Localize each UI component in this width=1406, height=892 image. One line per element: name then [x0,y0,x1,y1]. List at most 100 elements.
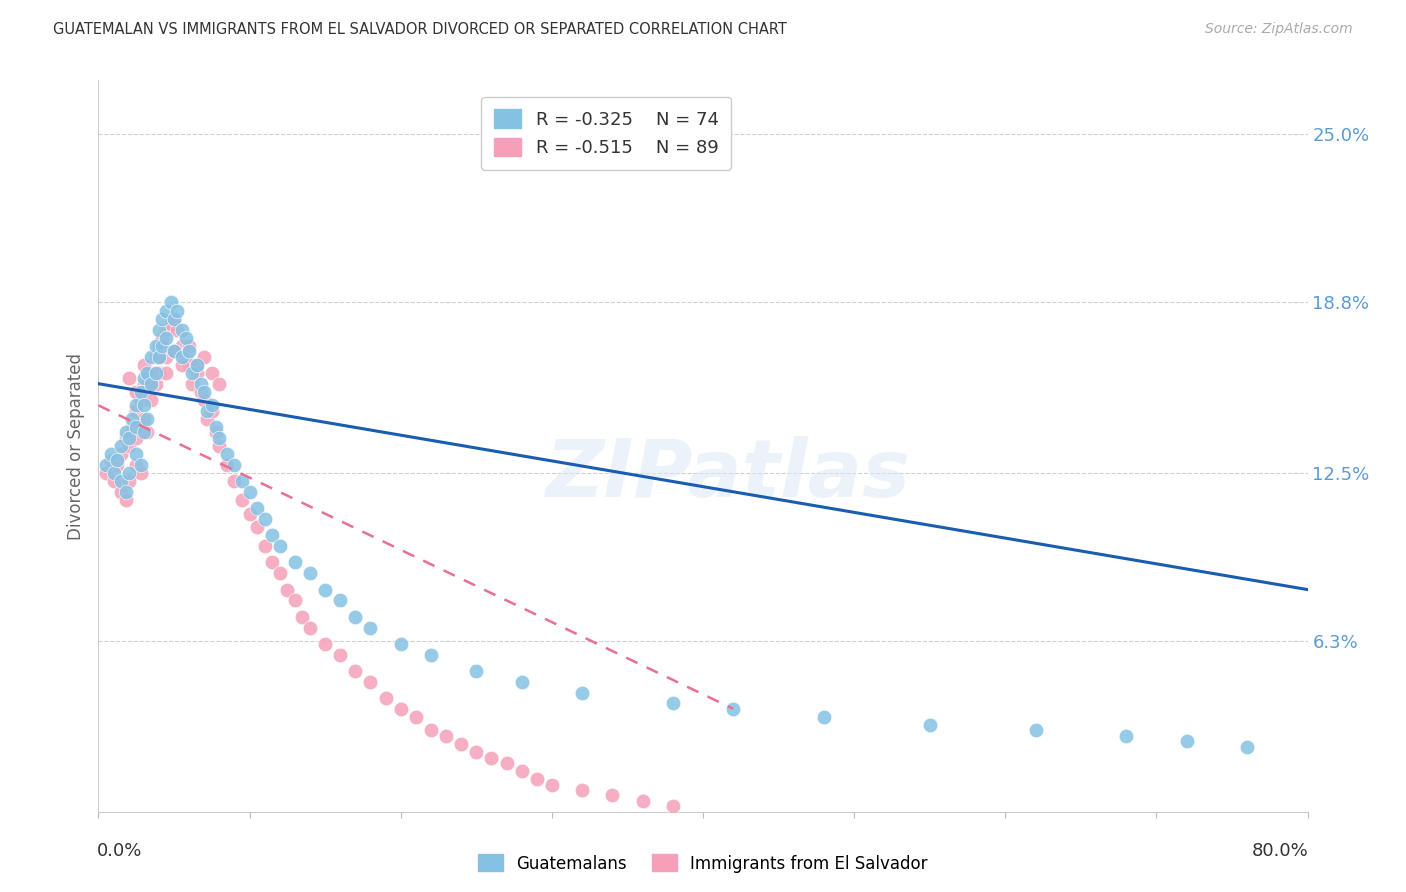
Point [918,718,941,732]
Legend: Guatemalans, Immigrants from El Salvador: Guatemalans, Immigrants from El Salvador [471,847,935,880]
Point [420,723,443,738]
Point [121,420,143,434]
Point [631,794,654,808]
Point [299,566,322,581]
Text: 80.0%: 80.0% [1251,842,1309,861]
Point [299,620,322,634]
Point [129,384,152,399]
Point [141,366,163,380]
Point [291,609,314,624]
Point [201,398,224,412]
Point [186,358,208,372]
Point [540,778,562,792]
Point [110,439,132,453]
Point [132,398,155,412]
Point [374,690,396,705]
Point [110,447,132,461]
Point [100,447,122,461]
Point [135,376,157,391]
Point [205,420,228,434]
Point [150,311,173,326]
Point [602,789,624,803]
Point [105,458,128,472]
Point [510,764,533,778]
Point [389,637,412,651]
Point [314,582,336,597]
Point [163,344,186,359]
Point [160,317,183,331]
Point [195,412,218,426]
Point [174,350,197,364]
Point [155,366,177,380]
Point [215,447,238,461]
Point [344,609,367,624]
Point [661,799,683,814]
Point [125,398,148,412]
Point [405,710,427,724]
Point [661,697,683,711]
Point [201,366,224,380]
Point [118,439,141,453]
Point [118,474,141,488]
Point [262,556,284,570]
Point [246,520,269,534]
Point [420,648,443,662]
Point [166,322,188,336]
Point [170,358,193,372]
Point [495,756,517,770]
Point [125,431,148,445]
Point [166,303,188,318]
Point [100,452,122,467]
Point [148,339,170,353]
Point [110,485,132,500]
Point [465,745,488,759]
Point [179,339,201,353]
Point [193,392,215,407]
Point [186,366,208,380]
Point [246,501,269,516]
Point [155,322,177,336]
Point [118,371,141,385]
Point [1236,739,1258,754]
Point [132,425,155,440]
Point [239,485,262,500]
Point [148,322,170,336]
Point [813,710,835,724]
Point [145,366,167,380]
Point [450,737,472,751]
Point [150,339,173,353]
Point [155,331,177,345]
Point [132,376,155,391]
Point [723,702,745,716]
Point [434,729,457,743]
Text: 0.0%: 0.0% [97,842,142,861]
Point [389,702,412,716]
Point [105,452,128,467]
Point [329,648,352,662]
Point [145,350,167,364]
Point [114,485,136,500]
Point [114,431,136,445]
Point [125,447,148,461]
Point [141,392,163,407]
Point [141,350,163,364]
Point [208,376,231,391]
Point [571,783,593,797]
Point [360,620,382,634]
Point [181,376,204,391]
Point [170,322,193,336]
Point [150,331,173,345]
Point [132,412,155,426]
Point [125,458,148,472]
Y-axis label: Divorced or Separated: Divorced or Separated [66,352,84,540]
Point [163,311,186,326]
Point [160,295,183,310]
Point [193,350,215,364]
Point [132,358,155,372]
Point [276,582,298,597]
Point [269,539,291,553]
Point [135,425,157,440]
Point [103,466,125,480]
Point [145,339,167,353]
Point [129,392,152,407]
